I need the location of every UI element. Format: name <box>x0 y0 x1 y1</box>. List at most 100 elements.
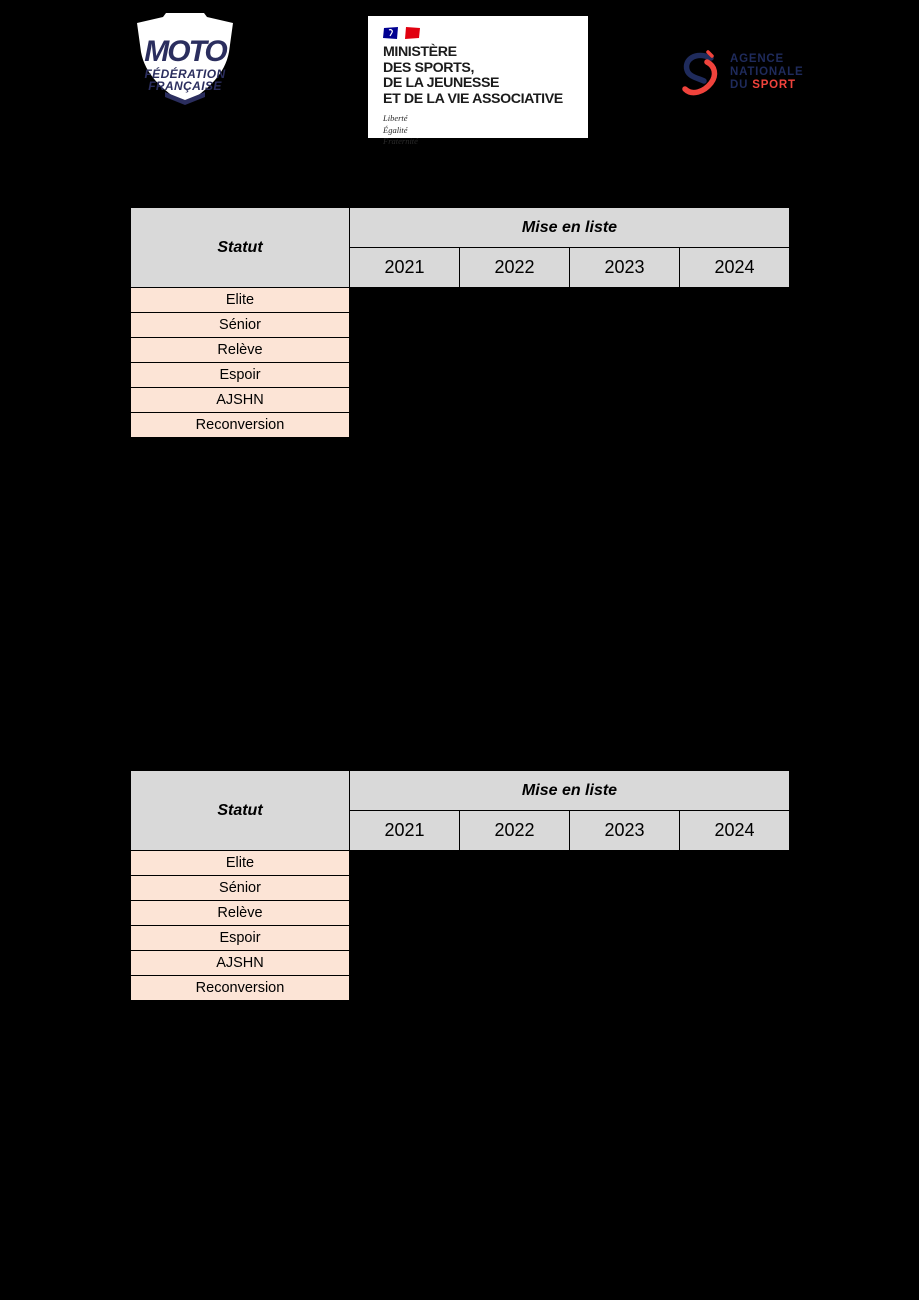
ans-sport-label: SPORT <box>752 79 796 92</box>
ffm-badge-logo: MOTO FÉDÉRATION FRANÇAISE <box>137 13 233 105</box>
data-cell-empty <box>570 901 680 926</box>
statut-header-cell: Statut <box>130 207 350 288</box>
ans-line-agence: AGENCE <box>730 53 785 65</box>
motto-fraternite: Fraternité <box>383 136 418 147</box>
ministry-title-line: ET DE LA VIE ASSOCIATIVE <box>383 90 563 107</box>
data-cell-empty <box>350 926 460 951</box>
ffm-word-moto: MOTO <box>144 35 227 68</box>
data-cell-empty <box>570 976 680 1001</box>
ministry-title-line: MINISTÈRE <box>383 44 457 60</box>
year-header: 2021 <box>349 810 460 851</box>
status-row-label: Sénior <box>130 875 350 901</box>
table-row: AJSHN <box>130 950 790 976</box>
ministry-motto: Liberté Égalité Fraternité <box>383 113 582 148</box>
data-cell-empty <box>350 976 460 1001</box>
data-cell-empty <box>460 901 570 926</box>
french-flag-icon <box>383 27 420 39</box>
data-cell-empty <box>460 926 570 951</box>
status-row-label: Elite <box>130 850 350 876</box>
data-cell-empty <box>680 876 790 901</box>
status-row-label: Sénior <box>130 312 350 338</box>
status-row-label: Relève <box>130 900 350 926</box>
data-cell-empty <box>680 388 790 413</box>
data-cell-empty <box>350 951 460 976</box>
table-row: Reconversion <box>130 975 790 1001</box>
status-row-label: Relève <box>130 337 350 363</box>
data-cell-empty <box>570 876 680 901</box>
data-cell-empty <box>680 338 790 363</box>
data-cell-empty <box>680 901 790 926</box>
ministry-logo-block: MINISTÈRE DES SPORTS, DE LA JEUNESSE ET … <box>368 16 588 146</box>
data-cell-empty <box>350 313 460 338</box>
data-cell-empty <box>460 288 570 313</box>
data-cell-empty <box>680 926 790 951</box>
table-row: Relève <box>130 900 790 926</box>
data-cell-empty <box>350 338 460 363</box>
data-cell-empty <box>570 338 680 363</box>
data-cell-empty <box>570 851 680 876</box>
ministry-title-line: DE LA JEUNESSE <box>383 75 500 92</box>
status-row-label: Reconversion <box>130 412 350 438</box>
data-cell-empty <box>680 951 790 976</box>
status-row-label: Elite <box>130 287 350 313</box>
data-cell-empty <box>570 951 680 976</box>
table-row: Reconversion <box>130 412 790 438</box>
table-row: Relève <box>130 337 790 363</box>
table-row: Elite <box>130 287 790 313</box>
ans-s-icon <box>682 50 718 96</box>
data-cell-empty <box>460 951 570 976</box>
data-cell-empty <box>350 851 460 876</box>
ans-line-du-sport: DU SPORT <box>730 79 803 92</box>
data-cell-empty <box>680 288 790 313</box>
statut-header-cell: Statut <box>130 770 350 851</box>
mise-en-liste-header-cell: Mise en liste <box>349 770 790 811</box>
status-row-label: Espoir <box>130 925 350 951</box>
ans-du-label: DU <box>730 79 753 92</box>
motto-liberte: Liberté <box>383 113 408 124</box>
table-row: AJSHN <box>130 387 790 413</box>
table-row: Sénior <box>130 875 790 901</box>
ans-logo-block: AGENCE NATIONALE DU SPORT <box>679 49 803 99</box>
status-row-label: Reconversion <box>130 975 350 1001</box>
data-cell-empty <box>460 851 570 876</box>
data-cell-empty <box>460 976 570 1001</box>
data-cell-empty <box>570 413 680 438</box>
year-header: 2021 <box>349 247 460 288</box>
year-header: 2022 <box>459 810 570 851</box>
table-row: Espoir <box>130 362 790 388</box>
year-header: 2024 <box>679 247 790 288</box>
status-row-label: AJSHN <box>130 950 350 976</box>
data-cell-empty <box>350 388 460 413</box>
ffm-badge-shape <box>137 13 233 104</box>
year-header: 2022 <box>459 247 570 288</box>
motto-egalite: Égalité <box>383 124 408 135</box>
data-cell-empty <box>570 313 680 338</box>
year-header: 2024 <box>679 810 790 851</box>
year-header: 2023 <box>569 810 680 851</box>
data-cell-empty <box>680 363 790 388</box>
data-cell-empty <box>350 363 460 388</box>
data-cell-empty <box>460 876 570 901</box>
data-cell-empty <box>570 388 680 413</box>
data-cell-empty <box>460 363 570 388</box>
ffm-federation-label: FÉDÉRATION <box>144 66 225 81</box>
data-cell-empty <box>680 313 790 338</box>
data-cell-empty <box>460 338 570 363</box>
data-cell-empty <box>680 976 790 1001</box>
data-cell-empty <box>570 926 680 951</box>
table-row: Sénior <box>130 312 790 338</box>
data-cell-empty <box>350 288 460 313</box>
data-cell-empty <box>350 901 460 926</box>
data-cell-empty <box>460 388 570 413</box>
status-listing-table-2: Statut Mise en liste 2021 2022 2023 2024… <box>130 770 790 1001</box>
data-cell-empty <box>680 851 790 876</box>
data-cell-empty <box>460 413 570 438</box>
table-row: Elite <box>130 850 790 876</box>
ffm-francaise-label: FRANÇAISE <box>148 79 222 93</box>
ans-wordmark: AGENCE NATIONALE DU SPORT <box>730 49 803 93</box>
data-cell-empty <box>460 313 570 338</box>
data-cell-empty <box>570 288 680 313</box>
status-row-label: Espoir <box>130 362 350 388</box>
ministry-title-line: DES SPORTS, <box>383 59 474 76</box>
data-cell-empty <box>350 876 460 901</box>
